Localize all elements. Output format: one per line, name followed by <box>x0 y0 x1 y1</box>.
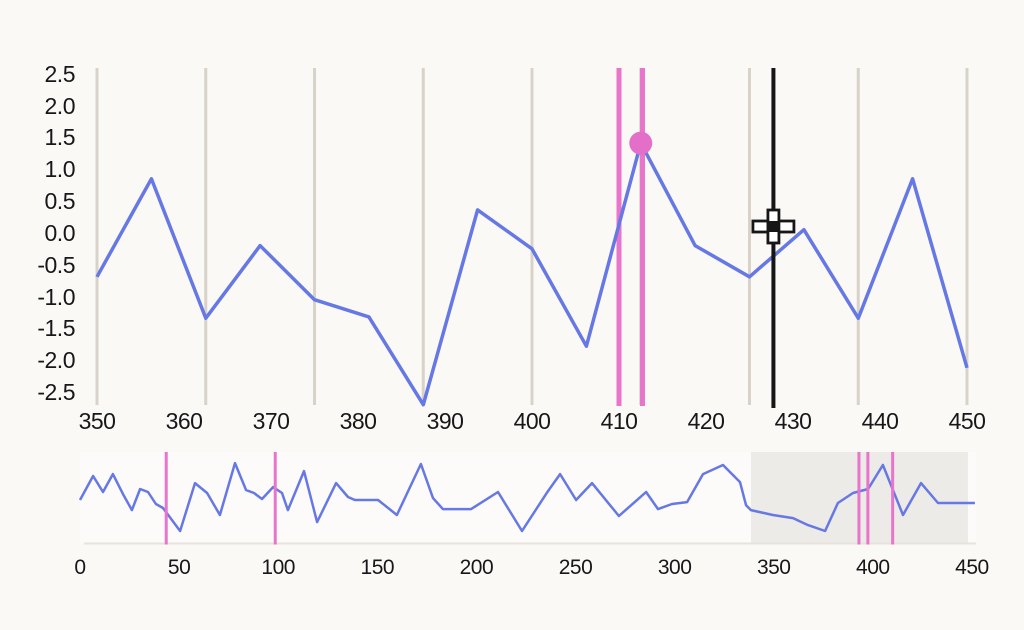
main-x-tick-label: 440 <box>861 408 899 434</box>
main-series-line <box>95 141 969 407</box>
main-x-tick-label: 410 <box>600 408 638 434</box>
overview-x-tick-label: 250 <box>558 556 593 579</box>
main-x-tick-label: 430 <box>774 408 812 434</box>
selected-point-marker[interactable] <box>629 131 653 155</box>
main-y-tick-label: -1.5 <box>37 315 75 342</box>
main-y-tick-label: 0.5 <box>44 188 76 215</box>
overview-x-tick-label: 0 <box>74 556 86 579</box>
main-x-tick-label: 450 <box>948 408 986 434</box>
main-y-tick-label: 1.0 <box>44 156 76 183</box>
overview-x-tick-label: 100 <box>261 556 295 579</box>
main-y-tick-label: -0.5 <box>37 251 75 278</box>
main-y-tick-label: -2.5 <box>37 378 75 405</box>
main-x-tick-label: 360 <box>165 408 203 434</box>
main-x-tick-label: 420 <box>687 408 725 434</box>
main-x-tick-label: 370 <box>252 408 290 434</box>
overview-x-tick-label: 350 <box>756 556 791 579</box>
overview-x-tick-label: 400 <box>856 556 890 579</box>
main-y-tick-label: 2.0 <box>44 92 76 119</box>
overview-x-tick-label: 150 <box>360 556 395 579</box>
main-x-tick-label: 390 <box>426 408 464 434</box>
main-x-tick-label: 350 <box>78 408 116 434</box>
main-x-tick-label: 400 <box>513 408 551 434</box>
overview-x-tick-label: 50 <box>167 556 191 579</box>
overview-x-tick-label: 200 <box>459 556 494 579</box>
crosshair-cursor-icon <box>751 208 796 245</box>
main-y-tick-label: -1.0 <box>37 283 75 310</box>
main-y-tick-label: -2.0 <box>37 347 75 374</box>
overview-x-tick-label: 300 <box>657 556 692 579</box>
main-y-tick-label: 1.5 <box>44 124 76 151</box>
main-y-tick-label: 0.0 <box>44 219 76 246</box>
main-y-tick-label: 2.5 <box>44 60 76 87</box>
overview-series-line <box>78 461 975 533</box>
overview-x-tick-label: 450 <box>955 556 989 579</box>
main-x-tick-label: 380 <box>339 408 377 434</box>
